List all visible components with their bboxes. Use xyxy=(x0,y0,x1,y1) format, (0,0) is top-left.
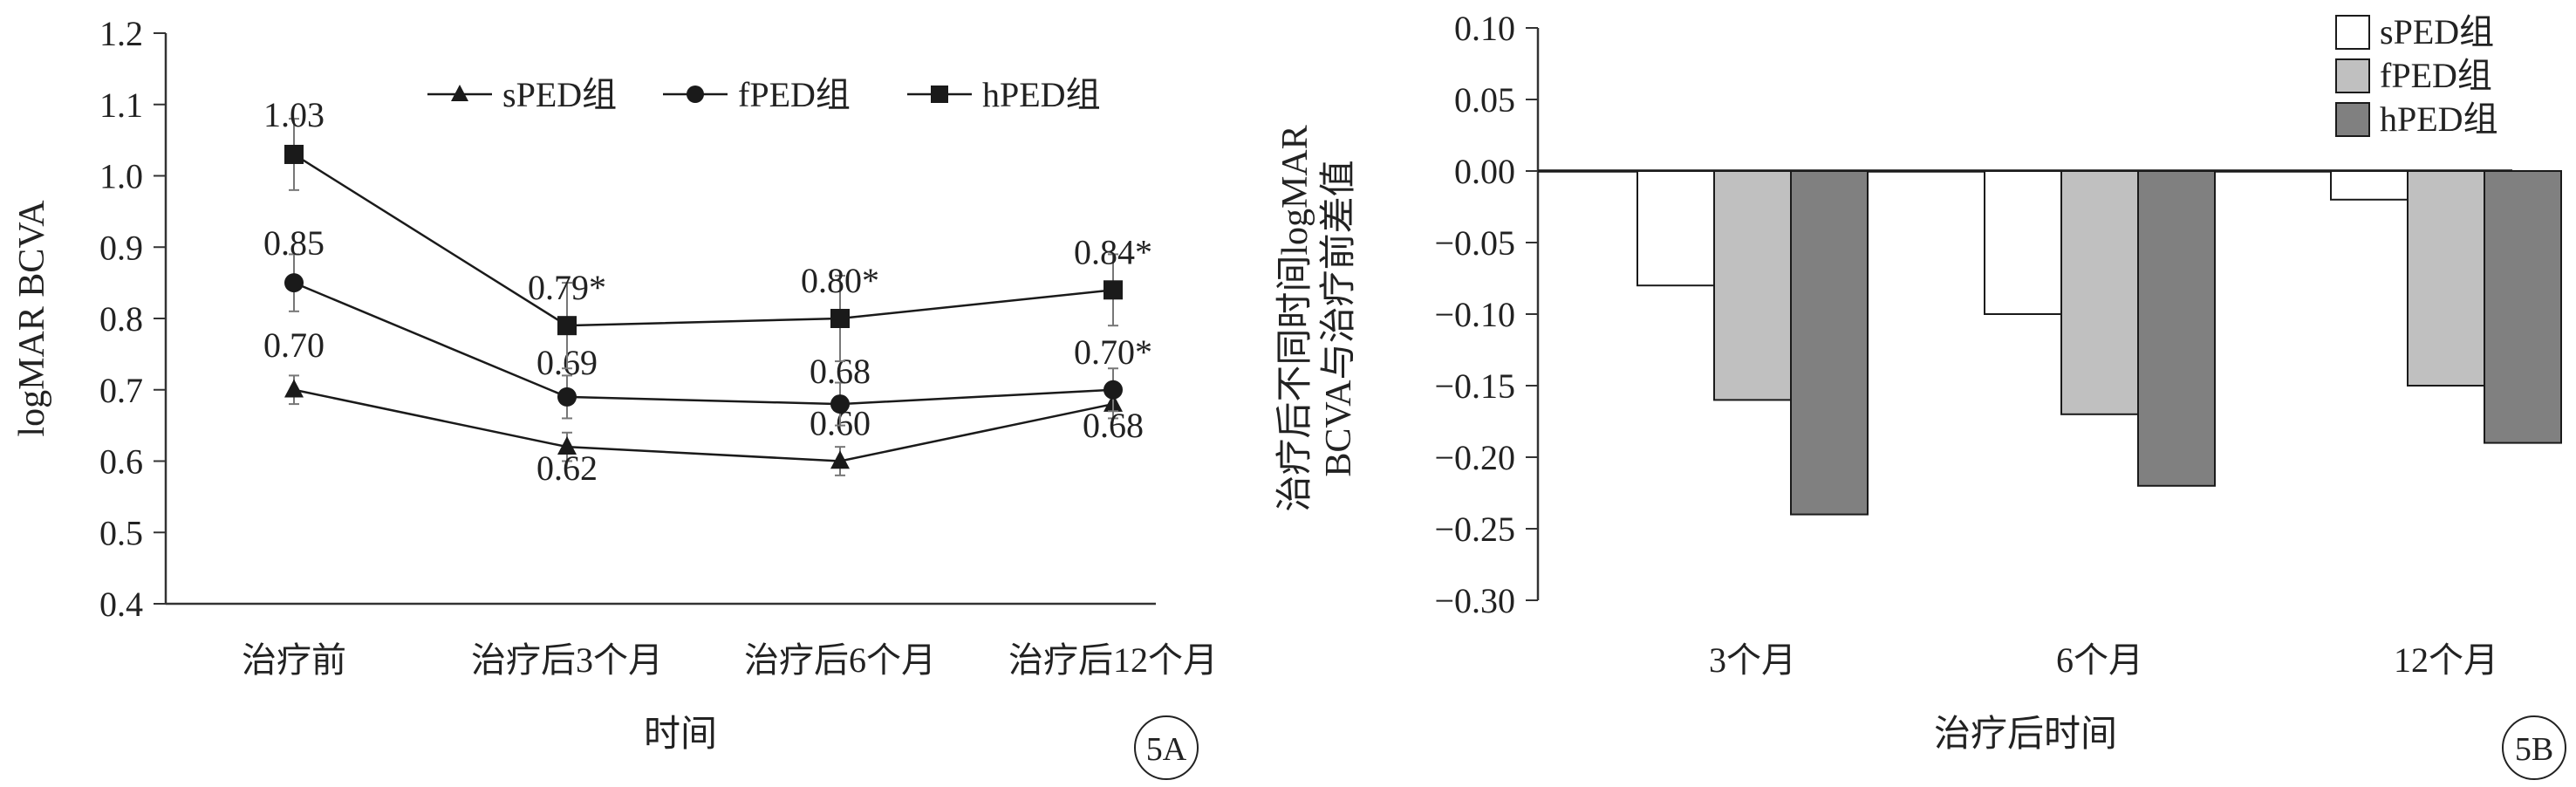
x-tick-label: 治疗后3个月 xyxy=(471,640,663,680)
panel-badge-circle xyxy=(2502,715,2566,780)
bar-2-0 xyxy=(1790,170,1869,516)
data-label: 0.62 xyxy=(536,448,598,488)
legend-label: hPED组 xyxy=(2380,99,2498,139)
legend-swatch xyxy=(2335,102,2370,137)
x-axis-label: 治疗后时间 xyxy=(1934,715,2117,755)
series-line-1 xyxy=(293,281,1114,406)
legend-swatch xyxy=(2335,58,2370,93)
series-line-0 xyxy=(293,388,1114,462)
data-label: 0.79* xyxy=(528,268,606,307)
data-point-2-1 xyxy=(557,316,577,336)
legend-label: fPED组 xyxy=(738,75,851,114)
y-axis-label: logMAR BCVA xyxy=(12,200,52,437)
x-tick-label: 6个月 xyxy=(2056,640,2143,680)
x-axis-label: 时间 xyxy=(644,715,717,755)
data-label: 0.68 xyxy=(1083,406,1144,445)
data-label: 0.80* xyxy=(801,261,879,300)
data-label: 0.85 xyxy=(263,223,325,263)
y-tick-label: 1.1 xyxy=(99,86,143,125)
bar-2-1 xyxy=(2137,170,2216,487)
legend-marker xyxy=(931,86,948,103)
data-point-2-2 xyxy=(830,309,850,328)
panel-5b: −0.30 −0.25 −0.20 −0.15 −0.10 −0.05 0.00 0.05 0.… xyxy=(1275,9,2566,780)
bar-0-2 xyxy=(2330,170,2409,201)
bar-2-2 xyxy=(2484,170,2562,444)
y-tick-label: 0.6 xyxy=(99,442,143,482)
legend-label: sPED组 xyxy=(502,75,617,114)
legend-label: hPED组 xyxy=(982,75,1101,114)
y-tick-label: −0.25 xyxy=(1434,510,1515,549)
y-tick-label: 0.9 xyxy=(99,228,143,267)
panel-badge-label: 5A xyxy=(1146,731,1187,768)
x-tick-label: 治疗后6个月 xyxy=(744,640,936,680)
panel-5a: 0.4 0.5 0.6 0.7 0.8 0.9 1.0 1.1 1.2 治疗前 治疗后3个月 治疗后6… xyxy=(12,14,1218,780)
y-tick-label: −0.20 xyxy=(1434,438,1515,477)
legend-marker xyxy=(451,85,468,101)
legend-label: fPED组 xyxy=(2380,56,2492,95)
data-label: 0.84* xyxy=(1074,232,1152,271)
y-tick-label: −0.15 xyxy=(1434,366,1515,406)
y-tick-label: 0.5 xyxy=(99,513,143,552)
series-line-2 xyxy=(293,153,1114,327)
y-tick-label: 0.4 xyxy=(99,585,143,624)
data-point-1-2 xyxy=(830,394,850,414)
data-point-2-3 xyxy=(1104,280,1123,300)
data-point-1-1 xyxy=(557,387,577,407)
data-point-1-3 xyxy=(1104,380,1123,400)
bar-1-0 xyxy=(1713,170,1792,401)
y-axis-label-line-1: 治疗后不同时间logMAR xyxy=(1275,125,1315,511)
bar-0-1 xyxy=(1984,170,2062,315)
bar-1-2 xyxy=(2407,170,2485,387)
y-tick-label: 0.7 xyxy=(99,371,143,410)
data-point-0-2 xyxy=(830,450,850,469)
x-tick-label: 12个月 xyxy=(2394,640,2498,680)
y-tick-label: 0.05 xyxy=(1454,80,1515,120)
data-label: 1.03 xyxy=(263,95,325,134)
y-tick-label: 0.10 xyxy=(1454,9,1515,48)
bar-0-0 xyxy=(1636,170,1715,287)
data-point-2-0 xyxy=(284,144,304,164)
y-axis-label-line-2: BCVA与治疗前差值 xyxy=(1319,160,1359,476)
legend-marker xyxy=(687,86,704,103)
y-tick-label: 0.00 xyxy=(1454,152,1515,191)
legend-swatch xyxy=(2335,15,2370,50)
data-point-1-0 xyxy=(284,273,304,293)
y-tick-label: −0.30 xyxy=(1434,581,1515,620)
y-tick-label: 0.8 xyxy=(99,299,143,339)
y-tick-label: 1.2 xyxy=(99,14,143,53)
data-point-0-0 xyxy=(284,379,304,398)
x-tick-label: 治疗后12个月 xyxy=(1008,640,1218,680)
data-point-0-1 xyxy=(557,436,577,455)
y-tick-label: −0.05 xyxy=(1434,223,1515,263)
panel-badge-circle xyxy=(1134,715,1199,780)
panel-badge-label: 5B xyxy=(2515,731,2553,768)
bar-1-1 xyxy=(2060,170,2139,415)
y-tick-label: −0.10 xyxy=(1434,295,1515,334)
data-label: 0.70* xyxy=(1074,332,1152,372)
x-tick-label: 3个月 xyxy=(1709,640,1796,680)
y-tick-label: 1.0 xyxy=(99,157,143,196)
x-tick-label: 治疗前 xyxy=(242,640,346,680)
legend-label: sPED组 xyxy=(2380,12,2494,51)
data-label: 0.70 xyxy=(263,325,325,365)
